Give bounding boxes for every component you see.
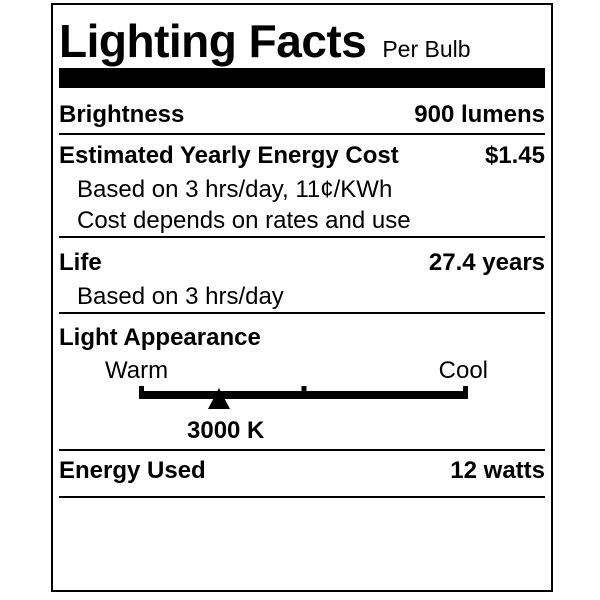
scale-tick-warm-end bbox=[139, 386, 144, 399]
lighting-facts-label: Lighting Facts Per Bulb Brightness 900 l… bbox=[51, 3, 553, 592]
color-temperature-value: 3000 K bbox=[187, 417, 265, 444]
brightness-value: 900 lumens bbox=[414, 101, 545, 128]
energy-cost-note-basis: Based on 3 hrs/day, 11¢/KWh bbox=[77, 176, 393, 203]
divider-line bbox=[59, 133, 545, 135]
warm-cool-labels: Warm Cool bbox=[53, 356, 551, 386]
divider-line bbox=[59, 449, 545, 451]
scale-tick-midpoint bbox=[301, 386, 306, 399]
life-label: Life bbox=[59, 249, 102, 276]
divider-line bbox=[59, 236, 545, 238]
warm-label: Warm bbox=[105, 357, 169, 384]
brightness-label: Brightness bbox=[59, 101, 185, 128]
divider-line bbox=[59, 496, 545, 498]
color-temperature-scale bbox=[139, 386, 468, 409]
scale-tick-cool-end bbox=[463, 386, 468, 399]
label-title: Lighting Facts bbox=[59, 15, 367, 67]
brightness-row: Brightness 900 lumens bbox=[53, 100, 551, 130]
energy-cost-value: $1.45 bbox=[484, 142, 545, 169]
life-note-basis: Based on 3 hrs/day bbox=[77, 283, 284, 310]
energy-used-label: Energy Used bbox=[59, 457, 206, 484]
label-header: Lighting Facts Per Bulb bbox=[59, 14, 545, 68]
life-row: Life 27.4 years bbox=[53, 248, 551, 278]
energy-cost-label: Estimated Yearly Energy Cost bbox=[59, 142, 399, 169]
energy-used-row: Energy Used 12 watts bbox=[53, 456, 551, 486]
cool-label: Cool bbox=[438, 357, 488, 384]
label-subtitle: Per Bulb bbox=[382, 36, 471, 62]
energy-cost-row: Estimated Yearly Energy Cost $1.45 bbox=[53, 141, 551, 171]
thick-divider-bar bbox=[59, 68, 545, 88]
energy-used-value: 12 watts bbox=[450, 457, 545, 484]
life-value: 27.4 years bbox=[428, 249, 545, 276]
energy-cost-note-disclaimer: Cost depends on rates and use bbox=[77, 207, 411, 234]
light-appearance-heading: Light Appearance bbox=[59, 324, 261, 351]
color-temperature-marker-icon bbox=[207, 388, 230, 409]
divider-line bbox=[59, 312, 545, 314]
